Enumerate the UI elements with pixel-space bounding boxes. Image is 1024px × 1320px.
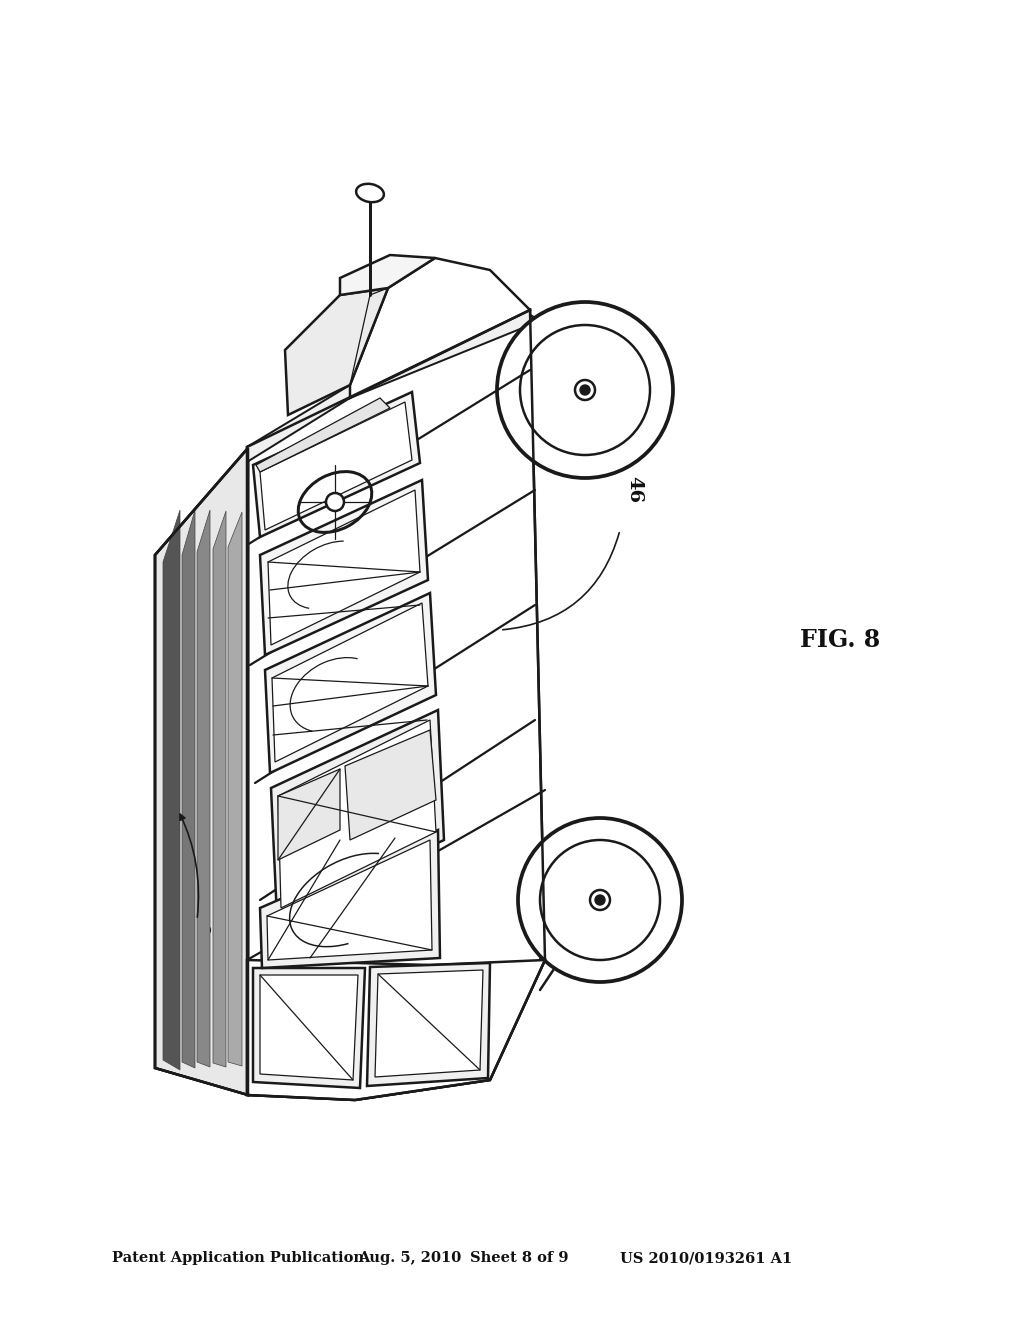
Polygon shape (267, 840, 432, 960)
Polygon shape (345, 730, 436, 840)
Polygon shape (253, 392, 420, 537)
Polygon shape (278, 770, 340, 861)
Polygon shape (375, 970, 483, 1077)
Polygon shape (285, 288, 388, 414)
Polygon shape (260, 975, 358, 1080)
Polygon shape (256, 399, 390, 473)
Text: Sheet 8 of 9: Sheet 8 of 9 (470, 1251, 568, 1265)
Polygon shape (197, 510, 210, 1067)
Polygon shape (340, 255, 435, 294)
Polygon shape (272, 603, 428, 762)
Circle shape (590, 890, 610, 909)
Circle shape (326, 492, 344, 511)
Polygon shape (228, 512, 242, 1067)
Circle shape (540, 840, 660, 960)
Polygon shape (253, 968, 365, 1088)
Polygon shape (260, 403, 412, 531)
Polygon shape (247, 960, 545, 1100)
Circle shape (520, 325, 650, 455)
Text: 52: 52 (198, 921, 225, 939)
Polygon shape (182, 510, 195, 1068)
Polygon shape (268, 490, 420, 645)
Polygon shape (367, 964, 490, 1086)
Polygon shape (260, 830, 440, 968)
Polygon shape (163, 510, 180, 1071)
Circle shape (580, 385, 590, 395)
Polygon shape (213, 511, 226, 1067)
Text: Aug. 5, 2010: Aug. 5, 2010 (358, 1251, 461, 1265)
Circle shape (575, 380, 595, 400)
FancyArrowPatch shape (503, 533, 620, 630)
Ellipse shape (356, 183, 384, 202)
Text: FIG. 8: FIG. 8 (800, 628, 881, 652)
Polygon shape (271, 710, 444, 917)
Polygon shape (247, 310, 545, 1100)
Circle shape (518, 818, 682, 982)
Text: 46: 46 (625, 477, 643, 503)
Polygon shape (247, 310, 530, 462)
Polygon shape (155, 447, 248, 1096)
Polygon shape (265, 593, 436, 774)
Polygon shape (350, 257, 530, 399)
Polygon shape (278, 719, 436, 908)
Text: Patent Application Publication: Patent Application Publication (112, 1251, 364, 1265)
Circle shape (595, 895, 605, 906)
Text: US 2010/0193261 A1: US 2010/0193261 A1 (620, 1251, 793, 1265)
Circle shape (497, 302, 673, 478)
FancyArrowPatch shape (180, 814, 199, 917)
Polygon shape (260, 480, 428, 655)
